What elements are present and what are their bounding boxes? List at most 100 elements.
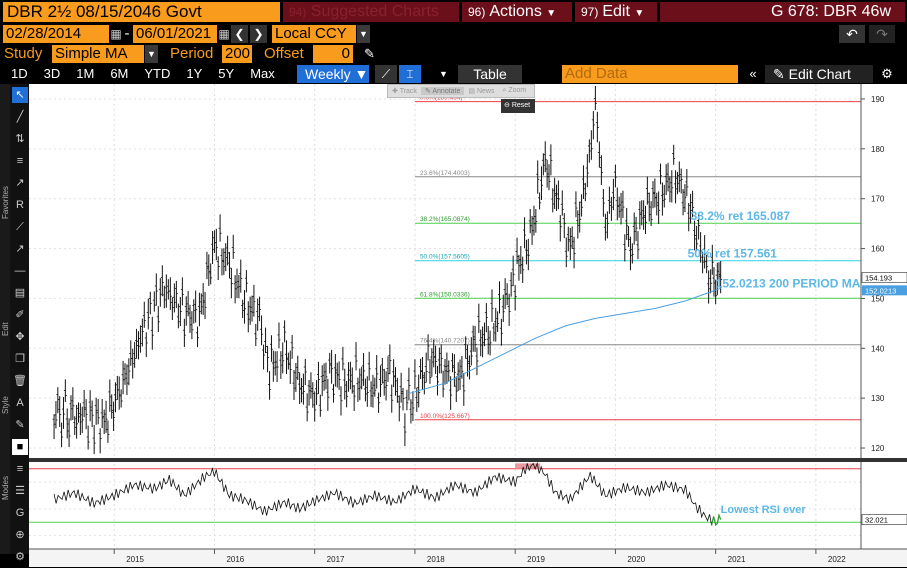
settings-gear-icon[interactable]: ⚙ xyxy=(881,66,893,81)
study-select[interactable]: Simple MA xyxy=(52,45,144,63)
rsi-panel: 604020 xyxy=(29,461,880,541)
prev-arrow-icon[interactable]: ❮ xyxy=(231,25,248,43)
add-data-field[interactable]: Add Data xyxy=(562,65,738,83)
study-row: Study Simple MA ▼ Period 200 Offset 0 ✎ xyxy=(0,45,907,64)
price-chart[interactable]: 0.0%(189.454) 23.6%(174.4003) 38.2%(165.08… xyxy=(29,84,907,567)
move-icon[interactable]: ✥ xyxy=(15,331,25,343)
currency-select[interactable]: Local CCY xyxy=(272,25,356,43)
tool-sidebar: Favorites Edit Style Modes ↖ ╱ ⇅ ≡ ↗ R ⟋… xyxy=(0,84,29,563)
security-ticker[interactable]: DBR 2½ 08/15/2046 Govt xyxy=(3,2,280,22)
draw-line-icon[interactable]: ╱ xyxy=(16,111,24,123)
calendar-icon[interactable]: ▦ xyxy=(218,27,230,41)
fill-color-icon[interactable]: ■ xyxy=(12,439,28,455)
redo-icon[interactable]: ↷ xyxy=(869,25,895,43)
actions-label: Actions xyxy=(489,3,542,20)
year-tick-label: 2017 xyxy=(327,555,345,564)
retracement-icon[interactable]: R xyxy=(16,199,24,211)
horizontal-line-icon[interactable]: — xyxy=(14,265,26,277)
next-arrow-icon[interactable]: ❯ xyxy=(250,25,267,43)
bloomberg-mode-icon[interactable]: ⊕ xyxy=(15,529,25,541)
period-button-5y[interactable]: 5Y xyxy=(218,66,235,81)
pencil-icon[interactable]: ✎ xyxy=(364,46,375,61)
period-button-6m[interactable]: 6M xyxy=(110,66,129,81)
ray-icon[interactable]: ↗ xyxy=(15,243,25,255)
fib-label: 61.8%(150.0336) xyxy=(420,291,470,298)
range-separator: - xyxy=(124,25,130,42)
offset-field[interactable]: 0 xyxy=(313,45,353,63)
price-tick-label: 120 xyxy=(871,444,885,453)
year-tick-label: 2021 xyxy=(728,555,746,564)
price-tick-label: 190 xyxy=(871,95,885,104)
brush-icon[interactable]: ✎ xyxy=(15,419,25,431)
study-dropdown-icon[interactable]: ▼ xyxy=(145,45,158,63)
caret-down-icon: ▼ xyxy=(634,8,645,19)
fib-label: 0.0%(189.454) xyxy=(420,95,463,102)
actions-menu[interactable]: 96) Actions ▼ xyxy=(462,2,572,22)
text-icon[interactable]: A xyxy=(16,397,24,409)
copy-icon[interactable]: ❐ xyxy=(15,353,25,365)
frequency-select[interactable]: Weekly ▼ xyxy=(297,65,369,83)
style-label: Style xyxy=(1,396,10,414)
price-series xyxy=(52,85,723,455)
year-tick-label: 2018 xyxy=(427,555,445,564)
year-tick-label: 2020 xyxy=(627,555,645,564)
measure-icon[interactable]: ⇅ xyxy=(15,133,25,145)
period-button-1m[interactable]: 1M xyxy=(76,66,95,81)
currency-dropdown-icon[interactable]: ▼ xyxy=(357,25,370,43)
arrow-icon[interactable]: ↗ xyxy=(15,177,25,189)
table-button[interactable]: Table xyxy=(458,65,522,83)
line-chart-icon[interactable]: ⟋ xyxy=(375,65,397,83)
ma-line xyxy=(409,287,721,394)
year-tick-label: 2022 xyxy=(828,555,846,564)
rsi-annotation: Lowest RSI ever xyxy=(721,504,807,516)
line-style-icon[interactable]: ≡ xyxy=(16,463,24,475)
period-button-3d[interactable]: 3D xyxy=(43,66,61,81)
settings-icon[interactable]: ⚙ xyxy=(15,551,25,563)
edit-menu[interactable]: 97) Edit ▼ xyxy=(575,2,657,22)
period-button-max[interactable]: Max xyxy=(250,66,275,81)
suggested-charts-menu[interactable]: 94) Suggested Charts xyxy=(283,2,459,22)
edit-num: 97) xyxy=(581,5,599,19)
toolbar-row: 1D 3D 1M 6M YTD 1Y 5Y Max Weekly ▼ ⟋ ⌶ ▼… xyxy=(0,65,907,84)
calendar-icon[interactable]: ▦ xyxy=(110,27,122,41)
end-date-field[interactable]: 06/01/2021 xyxy=(133,25,217,43)
collapse-icon[interactable]: « xyxy=(749,66,757,81)
annotate-button[interactable]: ✎ Annotate xyxy=(420,87,465,95)
price-tick-label: 180 xyxy=(871,145,885,154)
reset-button[interactable]: ⊖ Reset xyxy=(501,99,535,113)
fib-icon[interactable]: ≡ xyxy=(16,155,24,167)
delete-icon[interactable]: 🗑 xyxy=(13,375,27,387)
rsi-line xyxy=(53,461,722,526)
annotations: 38.2% ret 165.087 50% ret 157.561 152.0213… xyxy=(688,209,907,525)
start-date-field[interactable]: 02/28/2014 xyxy=(3,25,109,43)
period-button-ytd[interactable]: YTD xyxy=(144,66,171,81)
chart-type-dropdown-icon[interactable]: ▼ xyxy=(437,65,450,83)
channel-icon[interactable]: ▤ xyxy=(14,287,26,299)
annotation-toolbar: ✚ Track ✎ Annotate ▤ News ⌕ Zoom xyxy=(387,84,535,98)
edit-chart-button[interactable]: ✎ Edit Chart xyxy=(765,65,873,83)
news-button[interactable]: ▤ News xyxy=(468,88,495,95)
offset-label: Offset xyxy=(264,45,304,62)
period-field[interactable]: 200 xyxy=(222,45,252,63)
fib-label: 50.0%(157.5605) xyxy=(420,254,470,261)
zoom-button[interactable]: ⌕ Zoom xyxy=(502,87,527,94)
chart-mode-icon[interactable]: G xyxy=(15,507,25,519)
eraser-icon[interactable]: ✐ xyxy=(15,309,25,321)
track-button[interactable]: ✚ Track xyxy=(392,88,417,95)
undo-icon[interactable]: ↶ xyxy=(839,25,865,43)
annotate-label: Annotate xyxy=(432,88,461,95)
edit-side-label: Edit xyxy=(1,322,10,336)
cursor-icon[interactable]: ↖ xyxy=(12,87,28,103)
period-button-1d[interactable]: 1D xyxy=(11,66,28,81)
fib-label: 100.0%(125.667) xyxy=(420,413,470,420)
ma-price-label: 152.0213 xyxy=(865,286,896,295)
period-button-1y[interactable]: 1Y xyxy=(186,66,203,81)
bar-chart-icon[interactable]: ⌶ xyxy=(399,65,421,83)
fib-label: 23.6%(174.4003) xyxy=(420,170,470,177)
trend-line-icon[interactable]: ⟋ xyxy=(16,221,24,233)
price-axis-strip xyxy=(861,84,907,567)
title-bar: DBR 2½ 08/15/2046 Govt 94) Suggested Cha… xyxy=(0,0,907,23)
line-width-icon[interactable]: ☰ xyxy=(15,485,25,497)
axes: 2015 2016 2017 2018 2019 2020 2021 2022 190 180 17… xyxy=(29,84,907,567)
suggested-num: 94) xyxy=(289,5,307,19)
